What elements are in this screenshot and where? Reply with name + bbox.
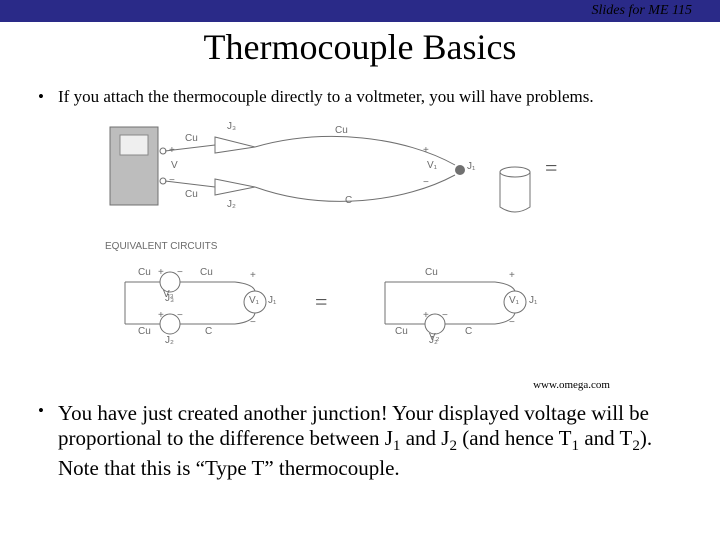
lbl-Cu-br2: Cu — [395, 326, 408, 337]
lbl-plus-v2: + — [158, 310, 164, 321]
lbl-V1-top: V₁ — [427, 160, 437, 171]
lbl-V: V — [171, 160, 178, 171]
slide-title: Thermocouple Basics — [0, 26, 720, 68]
lbl-plus-j: + — [423, 145, 429, 156]
lbl-V1-botL: V₁ — [249, 295, 259, 306]
lbl-J1-br: J₁ — [529, 295, 537, 306]
diagram-source: www.omega.com — [30, 379, 680, 391]
lbl-Cu-bl3: Cu — [138, 326, 151, 337]
lbl-minus-v2r: − — [442, 310, 448, 321]
lbl-Cu-t1: Cu — [185, 133, 198, 144]
lbl-minus-v1r: − — [509, 317, 515, 328]
lbl-J2-top: J₂ — [227, 199, 236, 210]
lbl-Cu-br1: Cu — [425, 267, 438, 278]
lbl-J1-top: J₁ — [467, 161, 475, 172]
lbl-minus-v2: − — [177, 310, 183, 321]
lbl-J3-top: J₃ — [227, 121, 236, 132]
lbl-plus: + — [169, 145, 175, 156]
lbl-minus-v3: − — [177, 267, 183, 278]
header-course-label: Slides for ME 115 — [592, 3, 692, 19]
lbl-Cu-t2: Cu — [185, 189, 198, 200]
lbl-equivalent-circuits: EQUIVALENT CIRCUITS — [105, 241, 217, 252]
lbl-C-wire: C — [345, 195, 352, 206]
lbl-plus-v2r: + — [423, 310, 429, 321]
lbl-plus-v1r: + — [509, 270, 515, 281]
thermocouple-diagram: + − V Cu Cu J₃ J₂ Cu C + − V₁ J₁ = EQUIV… — [105, 117, 605, 377]
equals-bottom: = — [315, 289, 327, 315]
lbl-C-bl: C — [205, 326, 212, 337]
lbl-V1-br: V₁ — [509, 295, 519, 306]
lbl-J2-br: J₂ — [429, 335, 438, 346]
bullet-2: You have just created another junction! … — [30, 401, 680, 481]
lbl-C-br: C — [465, 326, 472, 337]
slide-content: If you attach the thermocouple directly … — [0, 86, 720, 481]
lbl-J2-bot: J₂ — [165, 335, 174, 346]
lbl-plus-v3: + — [158, 267, 164, 278]
header-bar: Slides for ME 115 — [0, 0, 720, 22]
lbl-minus: − — [169, 175, 175, 186]
lbl-Cu-bl2: Cu — [200, 267, 213, 278]
lbl-plus-v1l: + — [250, 270, 256, 281]
bullet-1: If you attach the thermocouple directly … — [30, 86, 680, 107]
lbl-J3-bot: J₃ — [165, 293, 174, 304]
diagram-top — [105, 117, 605, 247]
equals-top: = — [545, 155, 557, 181]
lbl-minus-j: − — [423, 177, 429, 188]
lbl-Cu-bl1: Cu — [138, 267, 151, 278]
lbl-minus-v1l: − — [250, 317, 256, 328]
lbl-J1-botL: J₁ — [268, 295, 276, 306]
lbl-Cu-wire: Cu — [335, 125, 348, 136]
